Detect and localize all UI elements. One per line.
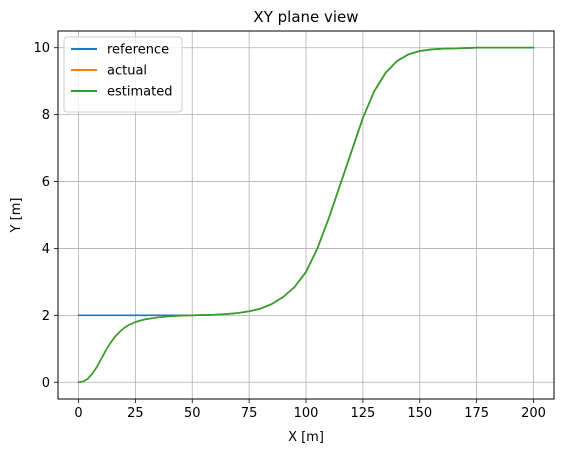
x-tick-label: 150 [407, 406, 432, 421]
y-tick-label: 6 [42, 175, 50, 190]
y-tick-label: 2 [42, 309, 50, 324]
y-axis-label: Y [m] [9, 198, 24, 234]
x-tick-label: 175 [464, 406, 489, 421]
legend-label-actual: actual [107, 64, 147, 79]
chart-title: XY plane view [253, 8, 358, 26]
legend-box [63, 36, 183, 113]
y-tick-label: 10 [33, 41, 50, 56]
x-axis-label: X [m] [288, 430, 324, 445]
x-tick-label: 50 [184, 406, 201, 421]
x-tick-label: 25 [127, 406, 144, 421]
legend: reference actual estimated [63, 36, 183, 113]
y-tick-label: 4 [42, 242, 50, 257]
x-tick-label: 200 [521, 406, 546, 421]
x-tick-label: 125 [350, 406, 375, 421]
y-tick-label: 8 [42, 108, 50, 123]
legend-label-reference: reference [107, 43, 169, 58]
tick-layer: 0 25 50 75 100 125 150 175 200 0 2 4 6 8 10 [33, 41, 545, 421]
y-tick-label: 0 [42, 376, 50, 391]
legend-label-estimated: estimated [107, 85, 172, 100]
grid-layer [58, 31, 554, 399]
x-tick-label: 75 [241, 406, 258, 421]
series-line-estimated [77, 46, 535, 384]
x-tick-label: 100 [294, 406, 319, 421]
legend-items: reference actual estimated [71, 43, 172, 100]
x-tick-label: 0 [74, 406, 82, 421]
series-layer [77, 46, 535, 384]
